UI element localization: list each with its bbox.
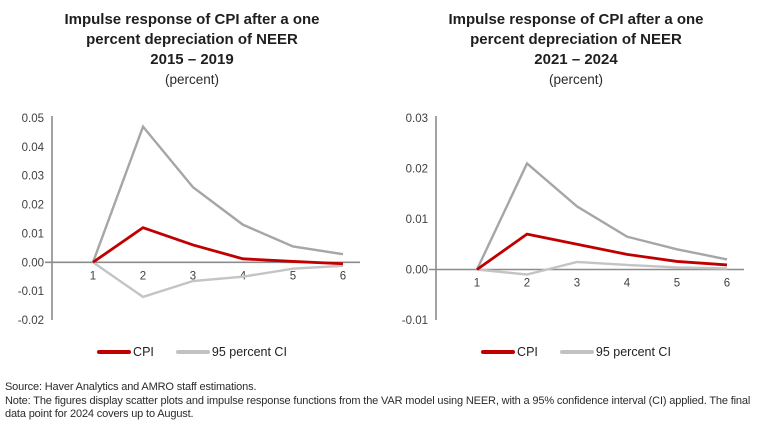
- x-tick-label: 4: [624, 278, 631, 290]
- impulse-plot-2021-2024: 0.03 0.02 0.01 0.00 -0.01 1 2 3 4 5 6: [388, 109, 756, 333]
- chart-title-left: Impulse response of CPI after a one perc…: [36, 10, 348, 89]
- chart-title-period: 2021 – 2024: [534, 51, 618, 68]
- x-tick-label: 5: [290, 270, 296, 282]
- legend-item-ci: 95 percent CI: [175, 345, 287, 359]
- y-tick-label: -0.02: [18, 315, 44, 327]
- cpi-line: [92, 226, 344, 266]
- cpi-line-swatch: [481, 350, 516, 354]
- impulse-plot-svg: 0.03 0.02 0.01 0.00 -0.01 1 2 3 4 5 6: [402, 113, 744, 327]
- chart-title-text: Impulse response of CPI after a one perc…: [448, 11, 704, 48]
- source-line: Source: Haver Analytics and AMRO staff e…: [5, 381, 257, 393]
- x-tick-label: 2: [140, 270, 146, 282]
- y-tick-label: 0.00: [22, 257, 44, 269]
- x-tick-label: 3: [574, 278, 580, 290]
- figure-notes: Source: Haver Analytics and AMRO staff e…: [5, 381, 764, 422]
- y-tick-label: 0.00: [406, 265, 428, 277]
- y-tick-label: -0.01: [18, 286, 44, 298]
- legend-label-cpi: CPI: [133, 345, 154, 359]
- x-tick-label: 6: [724, 278, 730, 290]
- ci-upper-line: [91, 124, 344, 263]
- cpi-line: [476, 232, 728, 271]
- x-tick-label: 1: [474, 278, 480, 290]
- chart-title-unit: (percent): [548, 72, 604, 87]
- chart-legend-right: CPI 95 percent CI: [481, 345, 671, 359]
- y-tick-label: 0.05: [22, 113, 44, 125]
- cpi-line-swatch: [97, 350, 132, 354]
- chart-legend-left: CPI 95 percent CI: [97, 345, 287, 359]
- chart-title-text: Impulse response of CPI after a one perc…: [64, 11, 320, 48]
- ci-lower-line: [476, 260, 728, 276]
- x-tick-label: 6: [340, 270, 346, 282]
- y-tick-label: 0.01: [406, 214, 428, 226]
- note-line: Note: The figures display scatter plots …: [5, 394, 751, 421]
- legend-item-cpi: CPI: [481, 345, 538, 359]
- ci-line-swatch: [175, 350, 210, 354]
- chart-title-unit: (percent): [164, 72, 220, 87]
- y-tick-label: 0.02: [406, 164, 428, 176]
- y-tick-label: 0.03: [406, 113, 428, 125]
- x-tick-label: 5: [674, 278, 680, 290]
- x-tick-label: 3: [190, 270, 196, 282]
- y-tick-label: 0.04: [22, 142, 45, 154]
- ci-lower-line: [92, 261, 344, 299]
- chart-title-period: 2015 – 2019: [150, 51, 234, 68]
- ci-upper-line: [475, 161, 728, 271]
- y-tick-label: 0.02: [22, 200, 44, 212]
- legend-item-ci: 95 percent CI: [559, 345, 671, 359]
- legend-label-ci: 95 percent CI: [595, 345, 671, 359]
- chart-panel-2015-2019: Impulse response of CPI after a one perc…: [0, 0, 384, 359]
- chart-panel-2021-2024: Impulse response of CPI after a one perc…: [384, 0, 768, 359]
- legend-label-ci: 95 percent CI: [211, 345, 287, 359]
- chart-title-right: Impulse response of CPI after a one perc…: [420, 10, 732, 89]
- charts-row: Impulse response of CPI after a one perc…: [0, 0, 768, 359]
- impulse-plot-2015-2019: 0.05 0.04 0.03 0.02 0.01 0.00 -0.01 -0.02 1 2 3 4 5 6: [4, 109, 372, 333]
- x-tick-label: 1: [90, 270, 96, 282]
- legend-label-cpi: CPI: [517, 345, 538, 359]
- y-tick-label: -0.01: [402, 315, 428, 327]
- ci-line-swatch: [559, 350, 594, 354]
- legend-item-cpi: CPI: [97, 345, 154, 359]
- impulse-plot-svg: 0.050.040.030.020.010.00-0.01-0.021 2 3 4 5 6: [18, 113, 360, 327]
- y-tick-label: 0.03: [22, 171, 44, 183]
- x-tick-label: 2: [524, 278, 530, 290]
- y-tick-label: 0.01: [22, 228, 44, 240]
